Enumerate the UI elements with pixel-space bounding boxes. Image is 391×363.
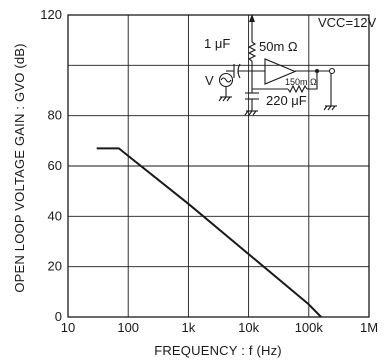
x-tick-label: 1M (360, 320, 378, 335)
y-tick-label: 0 (55, 309, 62, 324)
y-tick-label: 20 (48, 259, 62, 274)
source-ground-hatch (218, 96, 231, 102)
output-ground-hatch (323, 105, 336, 111)
y-tick-label: 80 (48, 108, 62, 123)
load-resistor-label: 150m Ω (285, 77, 317, 87)
feedback-resistor-label: 50m Ω (259, 39, 298, 54)
x-tick-label: 100k (295, 320, 324, 335)
x-tick-label: 1k (182, 320, 196, 335)
gain-curve-line (96, 147, 322, 318)
y-axis-ticks: 0 20 40 60 80 120 (40, 7, 62, 324)
vcc-label: VCC=12V (318, 15, 376, 30)
source-label: V (205, 73, 214, 88)
x-tick-label: 100 (117, 320, 139, 335)
bypass-capacitor-label: 220 μF (266, 93, 307, 108)
x-axis-ticks: 10 100 1k 10k 100k 1M (61, 320, 378, 335)
y-tick-label: 60 (48, 158, 62, 173)
series-group (96, 147, 322, 318)
x-axis-title: FREQUENCY : f (Hz) (154, 343, 282, 358)
grid-lines (68, 15, 369, 317)
amplifier-icon (264, 58, 297, 85)
feedback-resistor-symbol (247, 41, 257, 62)
y-tick-label: 40 (48, 208, 62, 223)
circuit-inset: VCC=12V 50m Ω 1 μF V 150m Ω 220 μF (204, 14, 376, 116)
output-terminal-icon (328, 67, 336, 75)
x-tick-label: 10k (238, 320, 259, 335)
y-axis-title: OPEN LOOP VOLTAGE GAIN : GVO (dB) (12, 43, 27, 292)
load-resistor-symbol (287, 84, 308, 94)
sine-wave-icon (220, 77, 232, 83)
y-tick-label: 120 (40, 7, 62, 22)
bypass-ground-hatch (244, 110, 257, 116)
input-capacitor-label: 1 μF (204, 36, 230, 51)
feedback-path (307, 71, 318, 90)
vcc-arrow-icon (249, 14, 255, 22)
x-tick-label: 10 (61, 320, 75, 335)
